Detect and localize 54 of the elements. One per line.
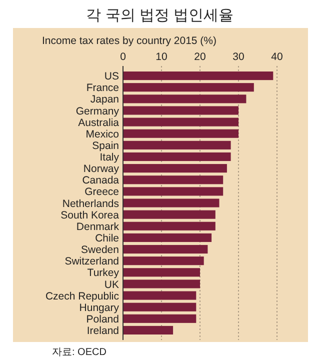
bar	[123, 187, 224, 196]
y-tick-label: US	[104, 70, 119, 83]
y-tick-label: Australia	[78, 116, 120, 129]
y-tick-label: Japan	[90, 94, 120, 106]
y-tick-label: Denmark	[76, 220, 120, 233]
x-tick-label: 0	[120, 51, 126, 63]
y-tick-label: Netherlands	[62, 198, 119, 210]
y-tick-label: Switzerland	[64, 256, 120, 268]
chart-title: 각 국의 법정 법인세율	[86, 7, 234, 24]
bar	[123, 83, 254, 92]
y-tick-label: Czech Republic	[45, 290, 119, 302]
bar	[123, 176, 224, 184]
y-tick-label: Spain	[92, 140, 120, 152]
chart-subtitle: Income tax rates by country 2015 (%)	[42, 35, 216, 47]
y-tick-label: Germany	[76, 105, 120, 118]
bar	[123, 244, 208, 254]
bar	[123, 164, 227, 173]
bar	[123, 256, 204, 266]
bar	[123, 152, 231, 162]
y-tick-label: Sweden	[81, 244, 120, 256]
bar	[123, 94, 246, 104]
y-tick-label: South Korea	[60, 209, 120, 222]
bar	[123, 222, 216, 230]
text: 자료: OECD	[52, 347, 106, 358]
y-tick-label: Canada	[82, 174, 120, 187]
y-tick-label: UK	[104, 278, 119, 291]
y-tick-label: Mexico	[86, 128, 120, 140]
bar	[123, 280, 200, 288]
y-tick-label: Norway	[83, 163, 120, 176]
x-tick-label: 30	[232, 51, 244, 63]
y-tick-label: Greece	[84, 186, 120, 198]
bar	[123, 72, 274, 80]
x-tick-label: 40	[271, 51, 283, 63]
bar	[123, 291, 196, 300]
y-tick-label: France	[86, 82, 120, 94]
bar	[123, 106, 238, 115]
x-tick-label: 10	[156, 51, 168, 63]
y-tick-label: Ireland	[86, 325, 120, 338]
bar	[123, 233, 212, 242]
y-tick-label: Poland	[86, 313, 120, 326]
bar	[123, 268, 200, 277]
y-tick-label: Turkey	[87, 267, 120, 280]
bar	[123, 198, 220, 208]
x-tick-label: 20	[194, 51, 206, 63]
bar	[123, 129, 238, 138]
bar	[123, 314, 196, 323]
bar	[123, 326, 174, 334]
bar	[123, 140, 231, 150]
y-tick-label: Italy	[100, 152, 120, 164]
bar	[123, 118, 238, 126]
bar	[123, 302, 196, 312]
y-tick-label: Chile	[95, 232, 120, 244]
y-tick-label: Hungary	[79, 302, 120, 314]
bar	[123, 210, 216, 219]
